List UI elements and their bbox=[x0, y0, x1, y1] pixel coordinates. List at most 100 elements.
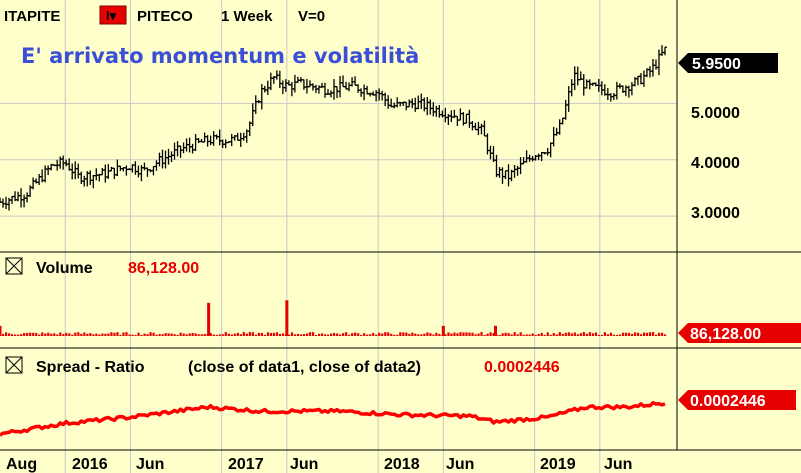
price-tick-4: 4.0000 bbox=[691, 155, 740, 172]
price-bar bbox=[497, 167, 502, 178]
price-bar bbox=[476, 121, 481, 136]
volume-last-value: 86,128.00 bbox=[690, 326, 761, 343]
price-bar bbox=[335, 85, 340, 99]
volume-bar bbox=[471, 332, 474, 336]
price-bar bbox=[458, 108, 463, 121]
volume-bar bbox=[254, 334, 257, 336]
price-bar bbox=[443, 107, 448, 123]
volume-bar bbox=[212, 334, 215, 336]
price-bar bbox=[641, 70, 646, 87]
price-bar bbox=[19, 188, 24, 208]
price-bar bbox=[422, 97, 427, 112]
spread-pane-close-icon[interactable] bbox=[5, 356, 23, 374]
volume-bar bbox=[86, 333, 89, 336]
price-bar bbox=[380, 90, 385, 101]
volume-bar bbox=[281, 333, 285, 336]
price-tick-5: 5.0000 bbox=[691, 105, 740, 122]
volume-bar bbox=[531, 333, 534, 336]
volume-bar bbox=[83, 332, 86, 336]
price-bar bbox=[103, 164, 108, 183]
volume-bar bbox=[564, 332, 567, 336]
volume-bar bbox=[354, 332, 357, 336]
price-bar bbox=[193, 134, 198, 151]
x-label-2019: 2019 bbox=[540, 456, 576, 473]
price-bar bbox=[638, 73, 643, 85]
price-bar bbox=[413, 97, 418, 112]
x-label-jun-2017: Jun bbox=[290, 456, 318, 473]
price-bar bbox=[581, 74, 586, 96]
volume-bar bbox=[149, 332, 152, 336]
volume-bar bbox=[378, 332, 381, 336]
volume-bar bbox=[71, 334, 74, 336]
price-bar bbox=[91, 174, 96, 189]
volume-bar bbox=[98, 334, 101, 336]
last-price-badge: 5.9500 bbox=[678, 53, 778, 73]
spread-last-value: 0.0002446 bbox=[690, 393, 766, 410]
price-bar bbox=[578, 71, 583, 81]
volume-bar bbox=[302, 334, 306, 336]
volume-bar bbox=[522, 334, 525, 336]
volume-spike bbox=[493, 325, 497, 336]
volume-bar bbox=[167, 333, 170, 336]
volume-bar bbox=[32, 332, 35, 336]
price-bar bbox=[124, 165, 129, 176]
volume-bar bbox=[299, 334, 303, 336]
volume-bar bbox=[528, 334, 531, 336]
price-bar bbox=[605, 87, 610, 100]
price-bar bbox=[353, 76, 358, 86]
volume-bar bbox=[191, 332, 194, 336]
volume-bar bbox=[320, 333, 324, 336]
volume-bar bbox=[372, 332, 375, 336]
volume-bar bbox=[510, 334, 513, 336]
volume-bar bbox=[44, 333, 47, 336]
volume-bar bbox=[197, 334, 200, 336]
volume-bar bbox=[278, 333, 282, 336]
volume-bar bbox=[65, 332, 68, 336]
volume-bar bbox=[5, 332, 8, 336]
price-bar bbox=[524, 150, 529, 163]
volume-bar bbox=[50, 333, 53, 336]
price-bar bbox=[190, 143, 195, 154]
volume-bar bbox=[636, 332, 640, 336]
volume-bar bbox=[236, 332, 239, 336]
volume-bar bbox=[179, 332, 182, 336]
price-bar bbox=[425, 97, 430, 116]
price-bar bbox=[160, 149, 165, 169]
price-bar bbox=[208, 135, 213, 146]
price-bar bbox=[515, 165, 520, 176]
price-bar bbox=[347, 82, 352, 92]
price-bar bbox=[223, 139, 228, 149]
x-label-2016: 2016 bbox=[72, 456, 108, 473]
volume-bar bbox=[20, 334, 23, 336]
price-bar bbox=[341, 75, 346, 88]
volume-bar bbox=[311, 332, 315, 336]
interval-label: 1 Week bbox=[221, 8, 273, 25]
price-bar bbox=[175, 141, 180, 157]
volume-bar bbox=[317, 333, 321, 336]
volume-bar bbox=[618, 334, 622, 336]
price-bar bbox=[196, 137, 201, 144]
symbol-dropdown-button[interactable]: I▾ bbox=[99, 5, 127, 25]
volume-bar bbox=[540, 332, 543, 336]
price-bar bbox=[479, 123, 484, 135]
spread-title: Spread - Ratio bbox=[36, 359, 145, 376]
volume-bar bbox=[248, 332, 251, 336]
price-bar bbox=[431, 102, 436, 117]
price-bar bbox=[428, 99, 433, 115]
volume-bar bbox=[417, 334, 420, 336]
price-bar bbox=[629, 82, 634, 96]
price-bar bbox=[301, 79, 306, 90]
volume-bar bbox=[492, 333, 495, 336]
price-bar bbox=[653, 59, 658, 70]
volume-bar bbox=[38, 334, 41, 336]
volume-pane-close-icon[interactable] bbox=[5, 257, 23, 275]
spread-value: 0.0002446 bbox=[484, 359, 560, 376]
volume-bar bbox=[203, 333, 206, 336]
volume-bar bbox=[182, 333, 185, 336]
volume-bar bbox=[594, 332, 597, 336]
volume-bar bbox=[537, 333, 540, 336]
price-bar bbox=[154, 160, 159, 171]
volume-bar bbox=[77, 332, 80, 336]
volume-bar bbox=[384, 332, 387, 336]
volume-bar bbox=[185, 334, 188, 336]
